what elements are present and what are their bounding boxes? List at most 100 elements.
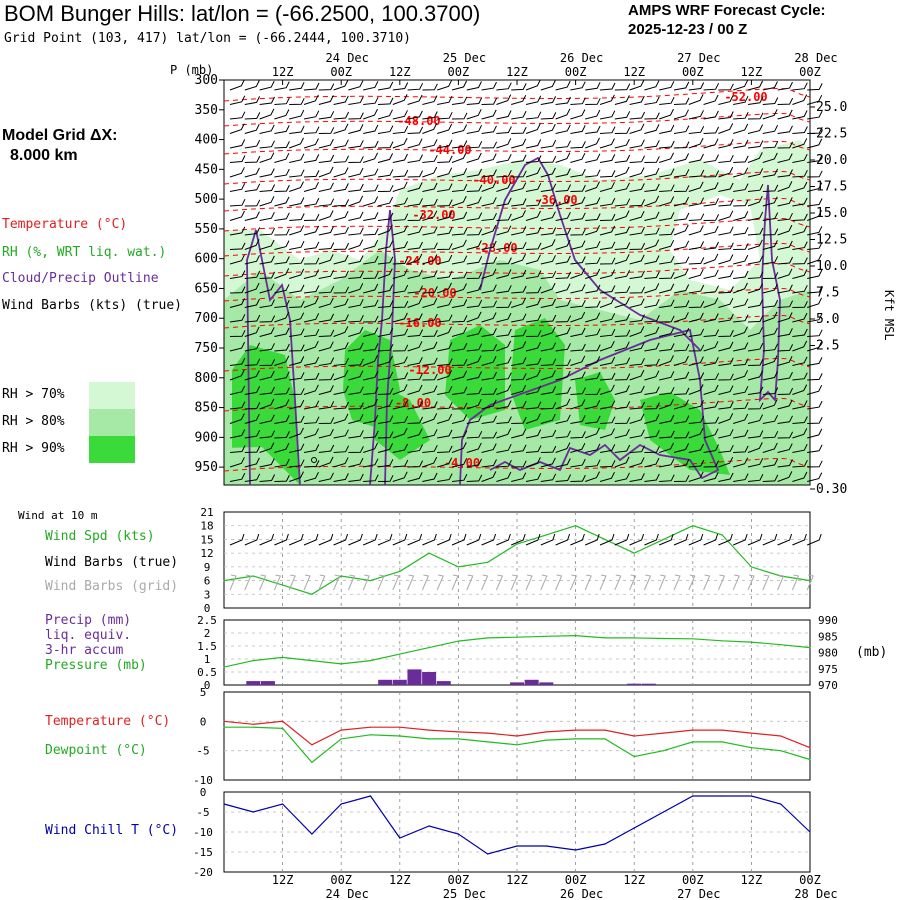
wind-barb [392,427,408,439]
wind-barb-true [289,533,304,546]
wind-barb [688,257,705,265]
windchill-line-point [692,795,694,797]
wind-barb [407,198,423,207]
wind-barb [599,400,616,410]
temperature-contour-label: -20.00 [413,286,456,300]
wind-barb [673,81,690,91]
dewpoint-line-point [545,739,547,741]
wind-barb [333,254,349,265]
wind-speed-line-point [223,580,225,582]
precip-bar [510,682,524,685]
windchill-line-point [750,795,753,797]
wind-barb-true [377,533,393,546]
wind-barb [585,153,601,163]
wind-barb [437,358,453,366]
wind-barb [762,474,779,482]
wind-barb [525,341,542,352]
wind-barb [629,326,645,337]
temperature-contour [223,357,811,372]
wind-speed-line-point [428,552,430,554]
pressure-tick-label: 900 [195,430,218,445]
windchill-line-point [369,795,372,797]
wind-barb [333,242,350,250]
wind-barb [629,183,645,192]
wind-barb [481,81,497,91]
wind-barb [747,195,763,207]
wind-barb [570,184,586,192]
wind-barb [599,471,615,482]
wind-barb [259,370,275,381]
wind-barb [614,166,630,178]
wind-barb [244,429,261,439]
wind-barb [703,214,720,221]
wind-barb [274,399,290,410]
wind-barbs-cross-section [229,79,823,482]
wind-barb [274,212,290,221]
wind-barb [659,386,675,395]
wind-barb [229,457,245,468]
wind-barb [363,239,379,250]
wind-barb [229,298,246,308]
wind-barb-grid [244,574,252,591]
dewpoint-line-point [662,750,665,752]
wind-barb [525,198,542,207]
wind-barb [747,124,764,134]
wind-barb [540,445,557,453]
wind-barb [673,387,690,395]
wind-barb [496,428,512,439]
wind-barb [807,182,823,192]
wind-barb [259,414,275,424]
wind-barb [570,299,586,308]
wind-barb [777,399,793,410]
wind-barb [333,183,349,192]
wind-barb [244,139,261,149]
wind-barb [792,82,808,91]
wind-barb [747,183,764,192]
wind-barb [481,443,497,453]
wind-barb [333,270,349,279]
wind-barbs-grid-label: Wind Barbs (grid) [45,579,179,594]
temperature-contour-label: -52.00 [724,90,767,104]
precip-bar [246,681,261,685]
wind-barb-true [348,533,363,546]
wind-barb [511,226,527,236]
height-tick-label: 12.5 [816,233,847,248]
wind-barb-grid [688,574,696,591]
wind-barb [318,444,335,453]
wind-barb [777,284,793,294]
temperature-line-point [721,729,723,731]
wind-barb [570,311,586,323]
wind-barb [229,167,245,178]
wind-barb [466,109,482,120]
temperature-line-point [545,731,547,733]
wind-barb [451,402,468,410]
wind-barb [407,182,423,192]
wind-barb [244,270,261,279]
wind-barb [348,342,364,352]
wind-barb [792,459,808,468]
wind-barb [289,328,305,337]
wind-barb-grid [510,574,518,591]
wind-barb [807,460,823,468]
rh90-area-6 [640,392,730,475]
wind-barb-grid [318,574,326,591]
wind-barb [259,398,275,410]
legend-rh70-swatch [89,382,135,409]
wind-barb [244,123,260,134]
wind-barb [259,96,275,105]
wind-barb [555,152,571,163]
legend-rh: RH (%, WRT liq. wat.) [2,245,167,260]
wind-barb [466,474,483,482]
wind-barb [348,227,364,236]
wind-barb [333,167,349,178]
wind-barb [451,183,468,192]
pressure-line-point [780,644,782,646]
wind-barb [570,141,586,149]
wind-barb [733,254,749,265]
wind-barb [511,138,527,149]
wind-barb-true [496,533,511,546]
wind-barb [511,170,527,178]
wind-barb [422,154,438,163]
wind-barb [481,141,498,149]
wind-barb [244,183,261,192]
